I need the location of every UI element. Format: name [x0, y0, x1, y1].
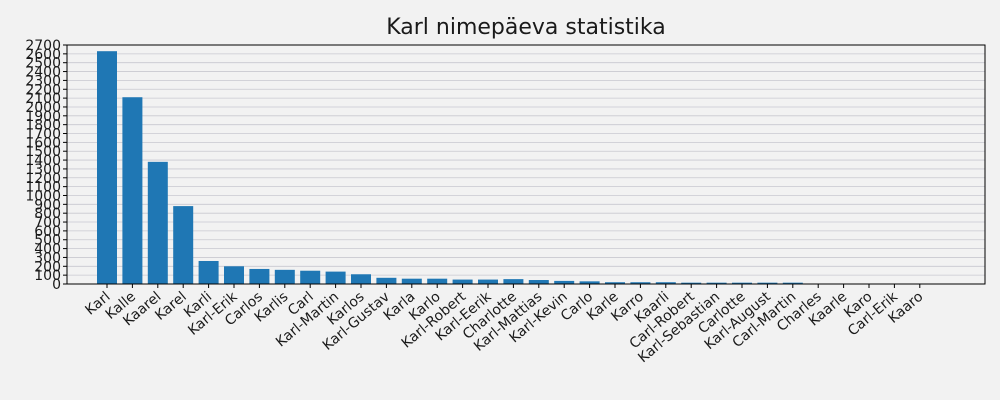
plot-frame — [66, 44, 986, 285]
y-tick-label: 1300 — [25, 162, 61, 178]
y-tick-label: 2500 — [25, 56, 61, 72]
bar — [706, 282, 727, 284]
grid-lines — [67, 44, 985, 285]
bar — [173, 206, 194, 284]
bar — [198, 260, 219, 284]
bar — [401, 278, 422, 284]
y-tick-label: 1200 — [25, 171, 61, 187]
bar — [757, 282, 778, 284]
y-tick-label: 0 — [52, 277, 61, 293]
y-tick-label: 1600 — [25, 135, 61, 151]
bar — [630, 282, 651, 284]
y-tick-label: 2100 — [25, 91, 61, 107]
y-tick-label: 700 — [34, 215, 61, 231]
y-tick-label: 800 — [34, 206, 61, 222]
y-ticks: 0100200300400500600700800900100011001200… — [25, 38, 67, 293]
y-tick-label: 600 — [34, 224, 61, 240]
bar — [503, 279, 524, 284]
bar — [528, 280, 549, 284]
y-tick-label: 1700 — [25, 127, 61, 143]
bar — [351, 274, 371, 284]
chart-title: Karl nimepäeva statistika — [386, 15, 666, 40]
bar — [782, 282, 803, 284]
bar — [224, 266, 244, 284]
y-tick-label: 2400 — [25, 65, 61, 81]
bar — [452, 279, 473, 284]
y-tick-label: 500 — [34, 233, 61, 249]
bar — [605, 282, 625, 284]
bar — [478, 279, 498, 284]
bar — [325, 271, 346, 284]
bar — [274, 269, 295, 284]
bar — [147, 161, 168, 284]
bar — [427, 278, 448, 284]
bar — [579, 281, 600, 284]
y-tick-label: 2600 — [25, 47, 61, 63]
y-tick-label: 1800 — [25, 118, 61, 134]
y-tick-label: 400 — [34, 242, 61, 258]
y-tick-label: 2000 — [25, 100, 61, 116]
y-tick-label: 1100 — [25, 180, 61, 196]
y-tick-label: 200 — [34, 259, 61, 275]
bar — [376, 277, 397, 284]
axes — [66, 44, 986, 285]
y-tick-label: 1400 — [25, 153, 61, 169]
bar — [732, 282, 752, 284]
bar — [249, 268, 270, 284]
y-tick-label: 1000 — [25, 188, 61, 204]
bar — [97, 51, 117, 285]
bar — [554, 280, 575, 284]
y-tick-label: 900 — [34, 197, 61, 213]
y-tick-label: 1500 — [25, 144, 61, 160]
bars — [97, 51, 930, 285]
bar — [655, 282, 676, 284]
bar — [681, 282, 702, 284]
y-tick-label: 1900 — [25, 109, 61, 125]
bar — [300, 270, 321, 284]
y-tick-label: 100 — [34, 268, 61, 284]
y-tick-label: 2700 — [25, 38, 61, 54]
y-tick-label: 2200 — [25, 82, 61, 98]
y-tick-label: 300 — [34, 250, 61, 266]
bar — [122, 97, 143, 285]
y-tick-label: 2300 — [25, 73, 61, 89]
